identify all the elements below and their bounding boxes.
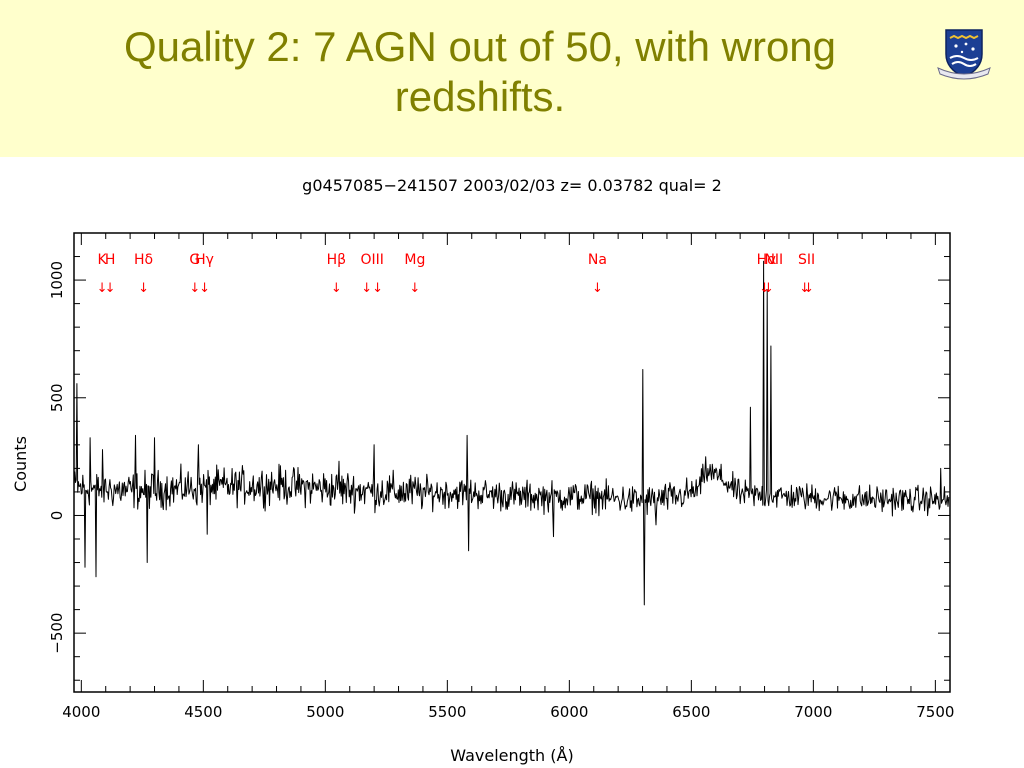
line-marker-arrow: ↓↓ xyxy=(361,281,383,296)
spectrum-line xyxy=(73,260,950,606)
slide-title-line-2: redshifts. xyxy=(394,73,566,120)
line-marker-arrow: ⇊ xyxy=(801,281,812,296)
line-marker-label: Hβ xyxy=(327,252,346,268)
line-marker-label: Mg xyxy=(404,252,425,268)
x-tick-label: 4000 xyxy=(62,703,100,721)
y-tick-label: −500 xyxy=(48,613,66,654)
y-axis-label: Counts xyxy=(11,436,30,492)
x-tick-label: 5500 xyxy=(428,703,466,721)
line-marker-label: NII xyxy=(764,252,783,268)
line-marker-arrow: ↓ xyxy=(592,281,603,296)
line-marker-arrow: ↓ xyxy=(138,281,149,296)
slide-title-line-1: Quality 2: 7 AGN out of 50, with wrong xyxy=(123,23,837,70)
slide-title: Quality 2: 7 AGN out of 50, with wrong r… xyxy=(30,22,930,122)
line-marker-arrow: ↓ xyxy=(105,281,116,296)
plot-frame xyxy=(73,232,951,693)
line-marker-label: Na xyxy=(588,252,607,268)
university-crest-icon xyxy=(937,29,991,80)
x-axis: 4000 4500 5000 5500 6000 6500 7000 7500 xyxy=(62,233,954,721)
x-tick-label: 4500 xyxy=(184,703,222,721)
spectrum-chart: g0457085−241507 2003/02/03 z= 0.03782 qu… xyxy=(11,176,954,765)
line-marker-arrow: ⇊ xyxy=(761,281,772,296)
x-tick-label: 7000 xyxy=(794,703,832,721)
x-axis-label: Wavelength (Å) xyxy=(450,746,573,765)
line-marker-label: SII xyxy=(798,252,815,268)
chart-title: g0457085−241507 2003/02/03 z= 0.03782 qu… xyxy=(302,176,722,195)
line-marker-arrow: ↓ xyxy=(97,281,108,296)
line-marker-label: K xyxy=(97,252,107,268)
line-marker-label: Hα xyxy=(757,252,777,268)
line-marker-arrow: ↓ xyxy=(199,281,210,296)
line-marker-arrow: ↓ xyxy=(189,281,200,296)
line-marker-arrow: ↓ xyxy=(409,281,420,296)
y-tick-label: 1000 xyxy=(48,261,66,299)
x-tick-label: 6000 xyxy=(550,703,588,721)
line-marker-label: Hγ xyxy=(195,252,214,268)
x-tick-label: 5000 xyxy=(306,703,344,721)
y-axis: −500 0 500 1000 xyxy=(48,256,950,681)
x-tick-label: 6500 xyxy=(672,703,710,721)
line-marker-label: Hδ xyxy=(134,252,153,268)
spectrum-series xyxy=(73,260,950,606)
slide-header: Quality 2: 7 AGN out of 50, with wrong r… xyxy=(0,0,1024,157)
y-tick-label: 500 xyxy=(48,383,66,412)
line-marker-label: OIII xyxy=(360,252,383,268)
line-marker-arrow: ↓ xyxy=(331,281,342,296)
x-tick-label: 7500 xyxy=(916,703,954,721)
line-marker-label: H xyxy=(105,252,116,268)
line-marker-label: G xyxy=(189,252,200,268)
y-tick-label: 0 xyxy=(48,511,66,521)
emission-line-markers: K ↓ H ↓ Hδ ↓ G ↓ Hγ ↓ Hβ ↓ OIII ↓↓ Mg ↓ Na ↓ Hα ⇊ NII SII ⇊ xyxy=(97,252,815,296)
